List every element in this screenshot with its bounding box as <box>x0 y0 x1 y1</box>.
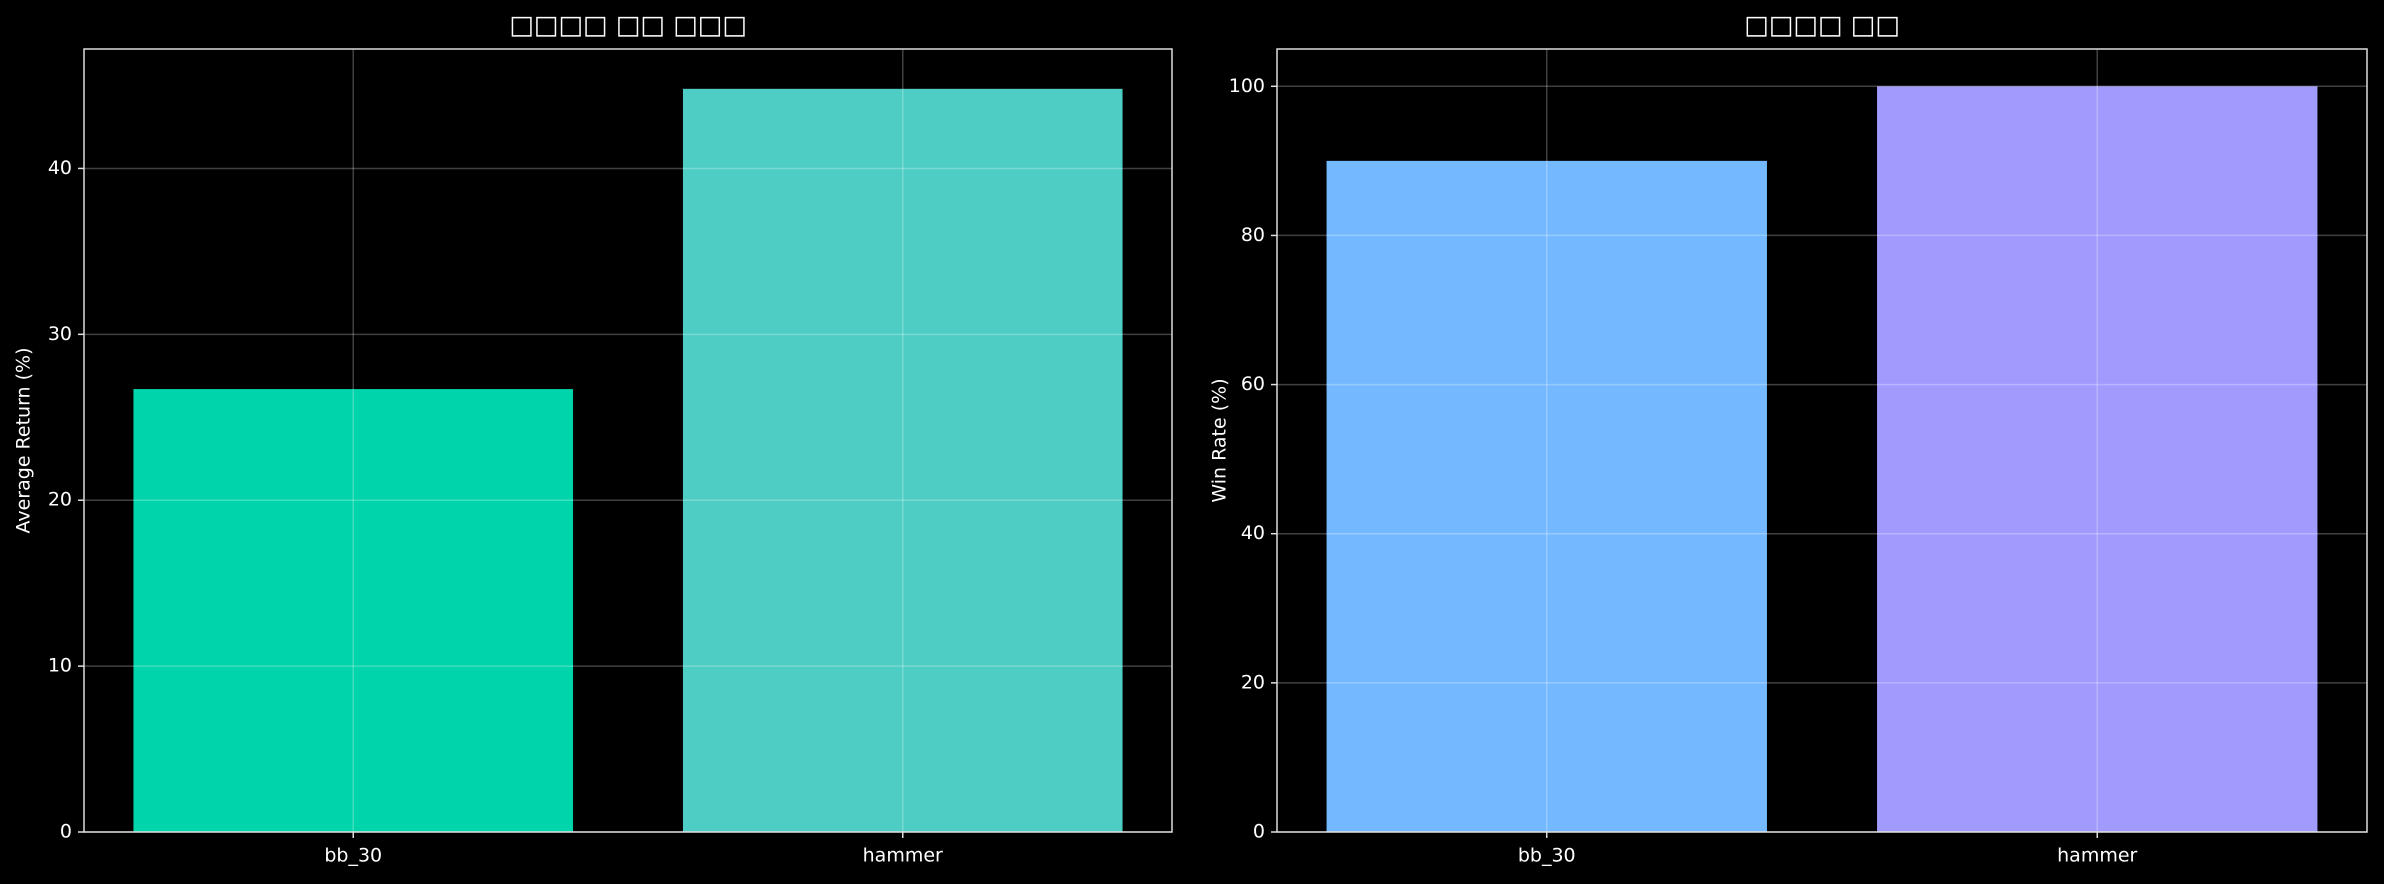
y-axis-label: Average Return (%) <box>13 347 35 533</box>
y-tick-label: 20 <box>1241 671 1265 693</box>
y-tick-label: 0 <box>60 821 72 843</box>
x-tick-label: bb_30 <box>1518 845 1576 867</box>
y-tick-label: 10 <box>48 655 72 677</box>
y-tick-label: 30 <box>48 323 72 345</box>
bar <box>1326 160 1767 832</box>
y-tick-label: 0 <box>1253 821 1265 843</box>
bar <box>1877 86 2318 833</box>
y-axis-label: Win Rate (%) <box>1209 378 1231 502</box>
y-tick-label: 20 <box>48 489 72 511</box>
y-tick-label: 40 <box>48 157 72 179</box>
axes-frame <box>1276 48 2368 833</box>
y-tick-label: 40 <box>1241 522 1265 544</box>
y-tick-label: 100 <box>1229 75 1265 97</box>
y-tick-label: 80 <box>1241 224 1265 246</box>
y-tick-label: 60 <box>1241 373 1265 395</box>
axes-frame <box>83 48 1173 833</box>
x-tick-label: hammer <box>863 845 943 867</box>
bar <box>682 88 1123 833</box>
bar <box>133 389 574 832</box>
chart-title: □□□□ □□ □□□ <box>509 11 747 41</box>
x-tick-label: hammer <box>2057 845 2137 867</box>
x-tick-label: bb_30 <box>324 845 382 867</box>
chart-title: □□□□ □□ <box>1744 11 1900 41</box>
